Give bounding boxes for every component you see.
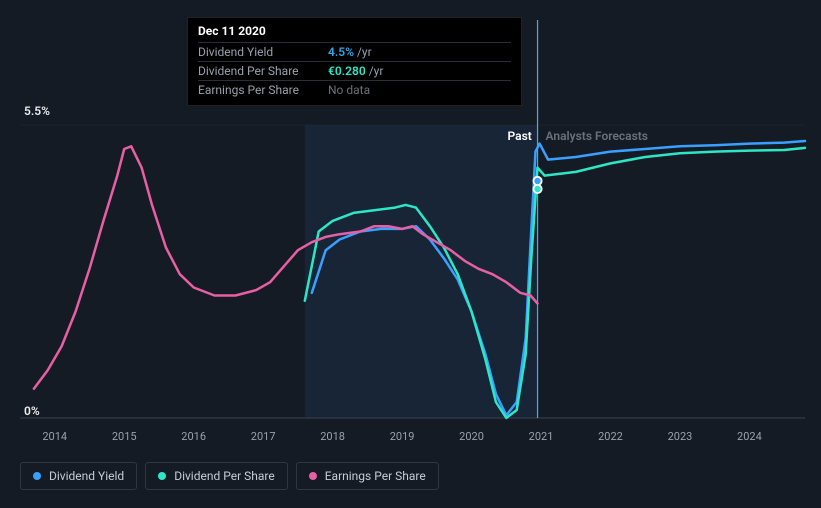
x-axis-label: 2024: [737, 430, 762, 443]
legend-item-label: Dividend Per Share: [174, 469, 275, 483]
legend-item-label: Dividend Yield: [49, 469, 124, 483]
tooltip-date: Dec 11 2020: [198, 24, 511, 42]
tooltip-row-suffix: /yr: [357, 45, 372, 59]
x-axis-label: 2016: [181, 430, 206, 443]
x-axis-label: 2020: [459, 430, 484, 443]
tooltip-row-suffix: /yr: [369, 64, 384, 78]
tooltip-row-value: 4.5%: [328, 45, 354, 59]
x-axis-label: 2019: [390, 430, 415, 443]
legend-dot-icon: [309, 472, 317, 480]
x-axis-label: 2017: [251, 430, 276, 443]
x-axis-label: 2022: [598, 430, 623, 443]
x-axis-label: 2014: [42, 430, 67, 443]
tooltip-rows: Dividend Yield4.5%/yrDividend Per Share€…: [198, 42, 511, 99]
legend-item[interactable]: Dividend Yield: [20, 462, 137, 490]
chart-legend: Dividend Yield Dividend Per Share Earnings…: [20, 462, 439, 490]
legend-dot-icon: [158, 472, 166, 480]
x-axis-label: 2023: [668, 430, 693, 443]
chart-tooltip: Dec 11 2020 Dividend Yield4.5%/yrDividen…: [187, 17, 522, 106]
tooltip-row-label: Dividend Per Share: [198, 64, 328, 78]
tooltip-row-nodata: No data: [328, 83, 370, 97]
past-region-label: Past: [508, 129, 532, 143]
legend-item[interactable]: Earnings Per Share: [296, 462, 439, 490]
dividend-chart: Dec 11 2020 Dividend Yield4.5%/yrDividen…: [0, 0, 821, 508]
tooltip-row: Dividend Per Share€0.280/yr: [198, 61, 511, 80]
legend-dot-icon: [33, 472, 41, 480]
tooltip-row-label: Earnings Per Share: [198, 83, 328, 97]
x-axis-label: 2018: [320, 430, 345, 443]
y-axis-bottom-label: 0%: [24, 404, 40, 418]
forecast-region-label: Analysts Forecasts: [546, 129, 648, 143]
x-axis-label: 2015: [112, 430, 137, 443]
tooltip-row-label: Dividend Yield: [198, 45, 328, 59]
tooltip-row: Dividend Yield4.5%/yr: [198, 42, 511, 61]
tooltip-row: Earnings Per ShareNo data: [198, 80, 511, 99]
legend-item-label: Earnings Per Share: [325, 469, 426, 483]
x-axis-label: 2021: [529, 430, 554, 443]
y-axis-top-label: 5.5%: [24, 104, 50, 118]
tooltip-row-value: €0.280: [328, 64, 366, 78]
legend-item[interactable]: Dividend Per Share: [145, 462, 288, 490]
